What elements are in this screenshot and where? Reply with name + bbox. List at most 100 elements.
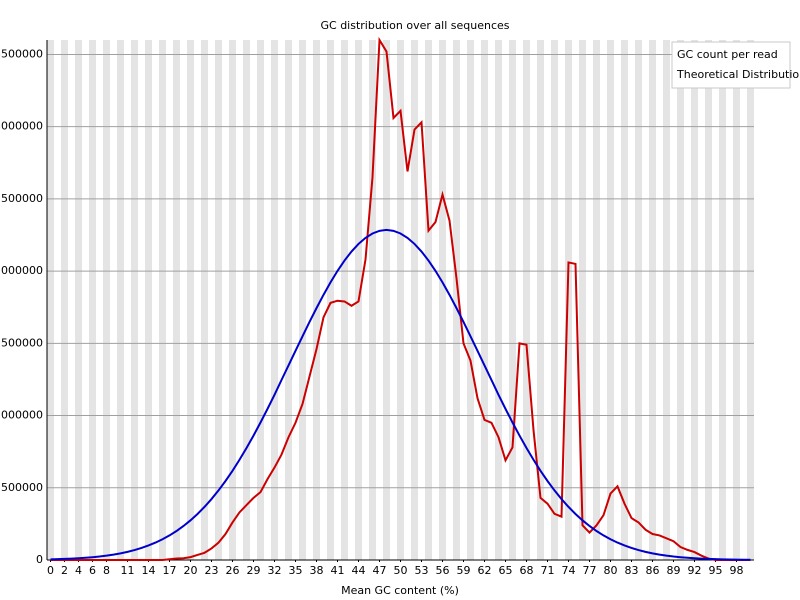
band: [425, 40, 432, 560]
band: [397, 40, 404, 560]
x-tick-label: 23: [205, 564, 219, 577]
legend-entry: Theoretical Distribution: [676, 68, 800, 81]
band: [418, 40, 425, 560]
band: [229, 40, 236, 560]
band: [495, 40, 502, 560]
y-tick-label: 500000: [1, 481, 43, 494]
band: [117, 40, 124, 560]
band: [222, 40, 229, 560]
band: [579, 40, 586, 560]
band: [523, 40, 530, 560]
y-tick-label: 0: [36, 553, 43, 566]
x-tick-label: 50: [394, 564, 408, 577]
band: [89, 40, 96, 560]
band: [313, 40, 320, 560]
band: [376, 40, 383, 560]
band: [740, 40, 747, 560]
x-tick-label: 20: [184, 564, 198, 577]
band: [460, 40, 467, 560]
band: [537, 40, 544, 560]
y-tick-label: 3500000: [0, 47, 43, 60]
band: [166, 40, 173, 560]
x-tick-label: 14: [142, 564, 156, 577]
x-tick-label: 47: [373, 564, 387, 577]
band: [138, 40, 145, 560]
band: [614, 40, 621, 560]
band: [467, 40, 474, 560]
band: [54, 40, 61, 560]
y-tick-label: 3000000: [0, 120, 43, 133]
series-line: [50, 228, 751, 561]
band: [600, 40, 607, 560]
x-tick-label: 77: [583, 564, 597, 577]
band: [453, 40, 460, 560]
band: [642, 40, 649, 560]
x-tick-label: 71: [541, 564, 555, 577]
band: [271, 40, 278, 560]
band: [341, 40, 348, 560]
x-tick-label: 56: [436, 564, 450, 577]
x-tick-label: 17: [163, 564, 177, 577]
band: [621, 40, 628, 560]
x-tick-label: 74: [562, 564, 576, 577]
legend-box: [671, 41, 791, 89]
band: [362, 40, 369, 560]
band: [124, 40, 131, 560]
band: [432, 40, 439, 560]
band: [264, 40, 271, 560]
band: [684, 40, 691, 560]
band: [558, 40, 565, 560]
band: [474, 40, 481, 560]
x-tick-label: 29: [247, 564, 261, 577]
band: [635, 40, 642, 560]
band: [82, 40, 89, 560]
band: [719, 40, 726, 560]
band: [278, 40, 285, 560]
band: [551, 40, 558, 560]
band: [446, 40, 453, 560]
band: [47, 40, 54, 560]
band: [705, 40, 712, 560]
x-tick-label: 2: [61, 564, 68, 577]
band: [250, 40, 257, 560]
band: [327, 40, 334, 560]
band: [110, 40, 117, 560]
band: [670, 40, 677, 560]
band: [285, 40, 292, 560]
x-tick-label: 59: [457, 564, 471, 577]
band: [488, 40, 495, 560]
series-line: [50, 36, 751, 561]
band: [292, 40, 299, 560]
y-tick-label: 1000000: [0, 409, 43, 422]
band: [369, 40, 376, 560]
x-tick-label: 32: [268, 564, 282, 577]
band: [215, 40, 222, 560]
band: [663, 40, 670, 560]
x-tick-label: 26: [226, 564, 240, 577]
band: [649, 40, 656, 560]
band: [593, 40, 600, 560]
x-tick-label: 44: [352, 564, 366, 577]
band: [61, 40, 68, 560]
band: [194, 40, 201, 560]
x-tick-label: 8: [103, 564, 110, 577]
band: [320, 40, 327, 560]
y-tick-label: 2500000: [0, 192, 43, 205]
x-tick-label: 89: [667, 564, 681, 577]
x-tick-label: 41: [331, 564, 345, 577]
band: [509, 40, 516, 560]
band: [726, 40, 733, 560]
band: [257, 40, 264, 560]
x-tick-label: 53: [415, 564, 429, 577]
band: [586, 40, 593, 560]
band: [236, 40, 243, 560]
band: [677, 40, 684, 560]
x-tick-label: 95: [709, 564, 723, 577]
band: [502, 40, 509, 560]
band: [96, 40, 103, 560]
band: [131, 40, 138, 560]
band: [306, 40, 313, 560]
band: [299, 40, 306, 560]
band: [607, 40, 614, 560]
